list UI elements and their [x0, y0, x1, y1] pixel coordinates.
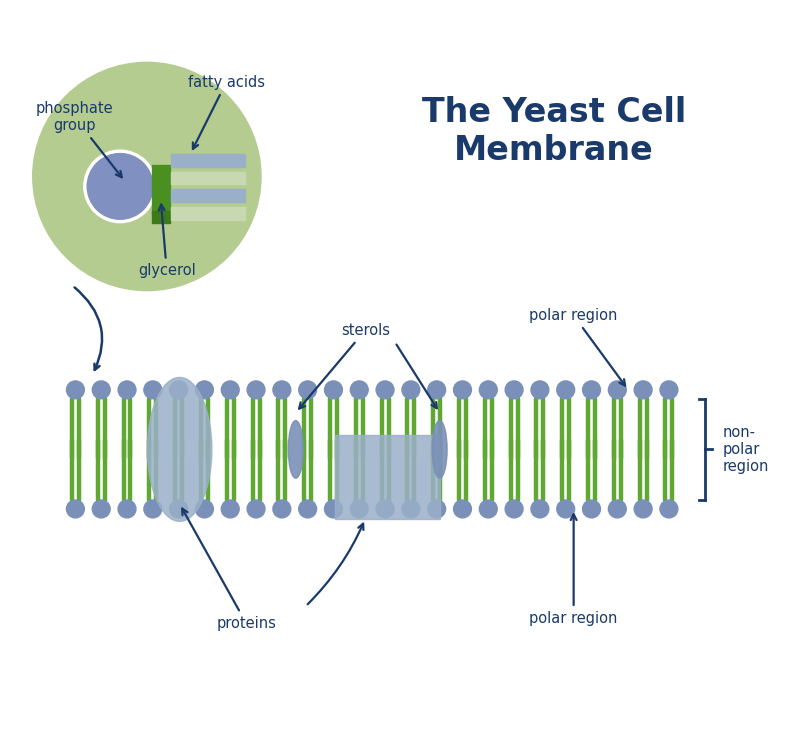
- Circle shape: [531, 500, 548, 518]
- Circle shape: [195, 381, 214, 399]
- Circle shape: [402, 500, 420, 518]
- Bar: [171, 171, 245, 185]
- Bar: [336, 434, 440, 519]
- Circle shape: [479, 500, 497, 518]
- Circle shape: [428, 381, 445, 399]
- Circle shape: [273, 500, 291, 518]
- Circle shape: [608, 381, 626, 399]
- Text: sterols: sterols: [299, 323, 390, 408]
- Bar: [171, 207, 245, 220]
- Circle shape: [660, 381, 678, 399]
- Circle shape: [531, 381, 548, 399]
- Circle shape: [582, 381, 600, 399]
- Circle shape: [33, 62, 261, 290]
- Circle shape: [66, 500, 84, 518]
- Circle shape: [247, 500, 265, 518]
- Circle shape: [247, 381, 265, 399]
- Text: glycerol: glycerol: [138, 205, 195, 279]
- Circle shape: [221, 500, 240, 518]
- Circle shape: [634, 381, 652, 399]
- Circle shape: [169, 381, 188, 399]
- Ellipse shape: [288, 421, 303, 478]
- Circle shape: [144, 381, 162, 399]
- Circle shape: [582, 500, 600, 518]
- Circle shape: [557, 500, 574, 518]
- Circle shape: [118, 500, 136, 518]
- Circle shape: [273, 381, 291, 399]
- Ellipse shape: [432, 421, 447, 478]
- Text: polar region: polar region: [530, 514, 618, 625]
- Bar: [171, 153, 245, 167]
- Circle shape: [87, 153, 153, 219]
- Circle shape: [402, 381, 420, 399]
- Circle shape: [169, 500, 188, 518]
- Text: fatty acids: fatty acids: [188, 75, 265, 149]
- Text: The Yeast Cell
Membrane: The Yeast Cell Membrane: [422, 96, 686, 167]
- Ellipse shape: [147, 377, 212, 522]
- Circle shape: [92, 381, 110, 399]
- Circle shape: [376, 381, 394, 399]
- Circle shape: [505, 381, 523, 399]
- Text: non-
polar
region: non- polar region: [723, 425, 769, 474]
- Circle shape: [454, 500, 471, 518]
- Circle shape: [557, 381, 574, 399]
- Text: polar region: polar region: [530, 308, 625, 385]
- Circle shape: [66, 381, 84, 399]
- Circle shape: [660, 500, 678, 518]
- Circle shape: [118, 381, 136, 399]
- Circle shape: [195, 500, 214, 518]
- Circle shape: [351, 500, 368, 518]
- Circle shape: [92, 500, 110, 518]
- Circle shape: [351, 381, 368, 399]
- Circle shape: [634, 500, 652, 518]
- Circle shape: [221, 381, 240, 399]
- Bar: [171, 190, 245, 202]
- Text: proteins: proteins: [182, 508, 276, 631]
- Circle shape: [479, 381, 497, 399]
- Bar: [152, 165, 169, 214]
- Circle shape: [454, 381, 471, 399]
- Circle shape: [299, 500, 317, 518]
- Circle shape: [428, 500, 445, 518]
- Circle shape: [325, 500, 343, 518]
- Circle shape: [325, 381, 343, 399]
- Circle shape: [299, 381, 317, 399]
- Circle shape: [608, 500, 626, 518]
- Circle shape: [144, 500, 162, 518]
- Circle shape: [376, 500, 394, 518]
- Bar: [152, 211, 169, 223]
- Circle shape: [505, 500, 523, 518]
- Text: phosphate
group: phosphate group: [35, 101, 122, 177]
